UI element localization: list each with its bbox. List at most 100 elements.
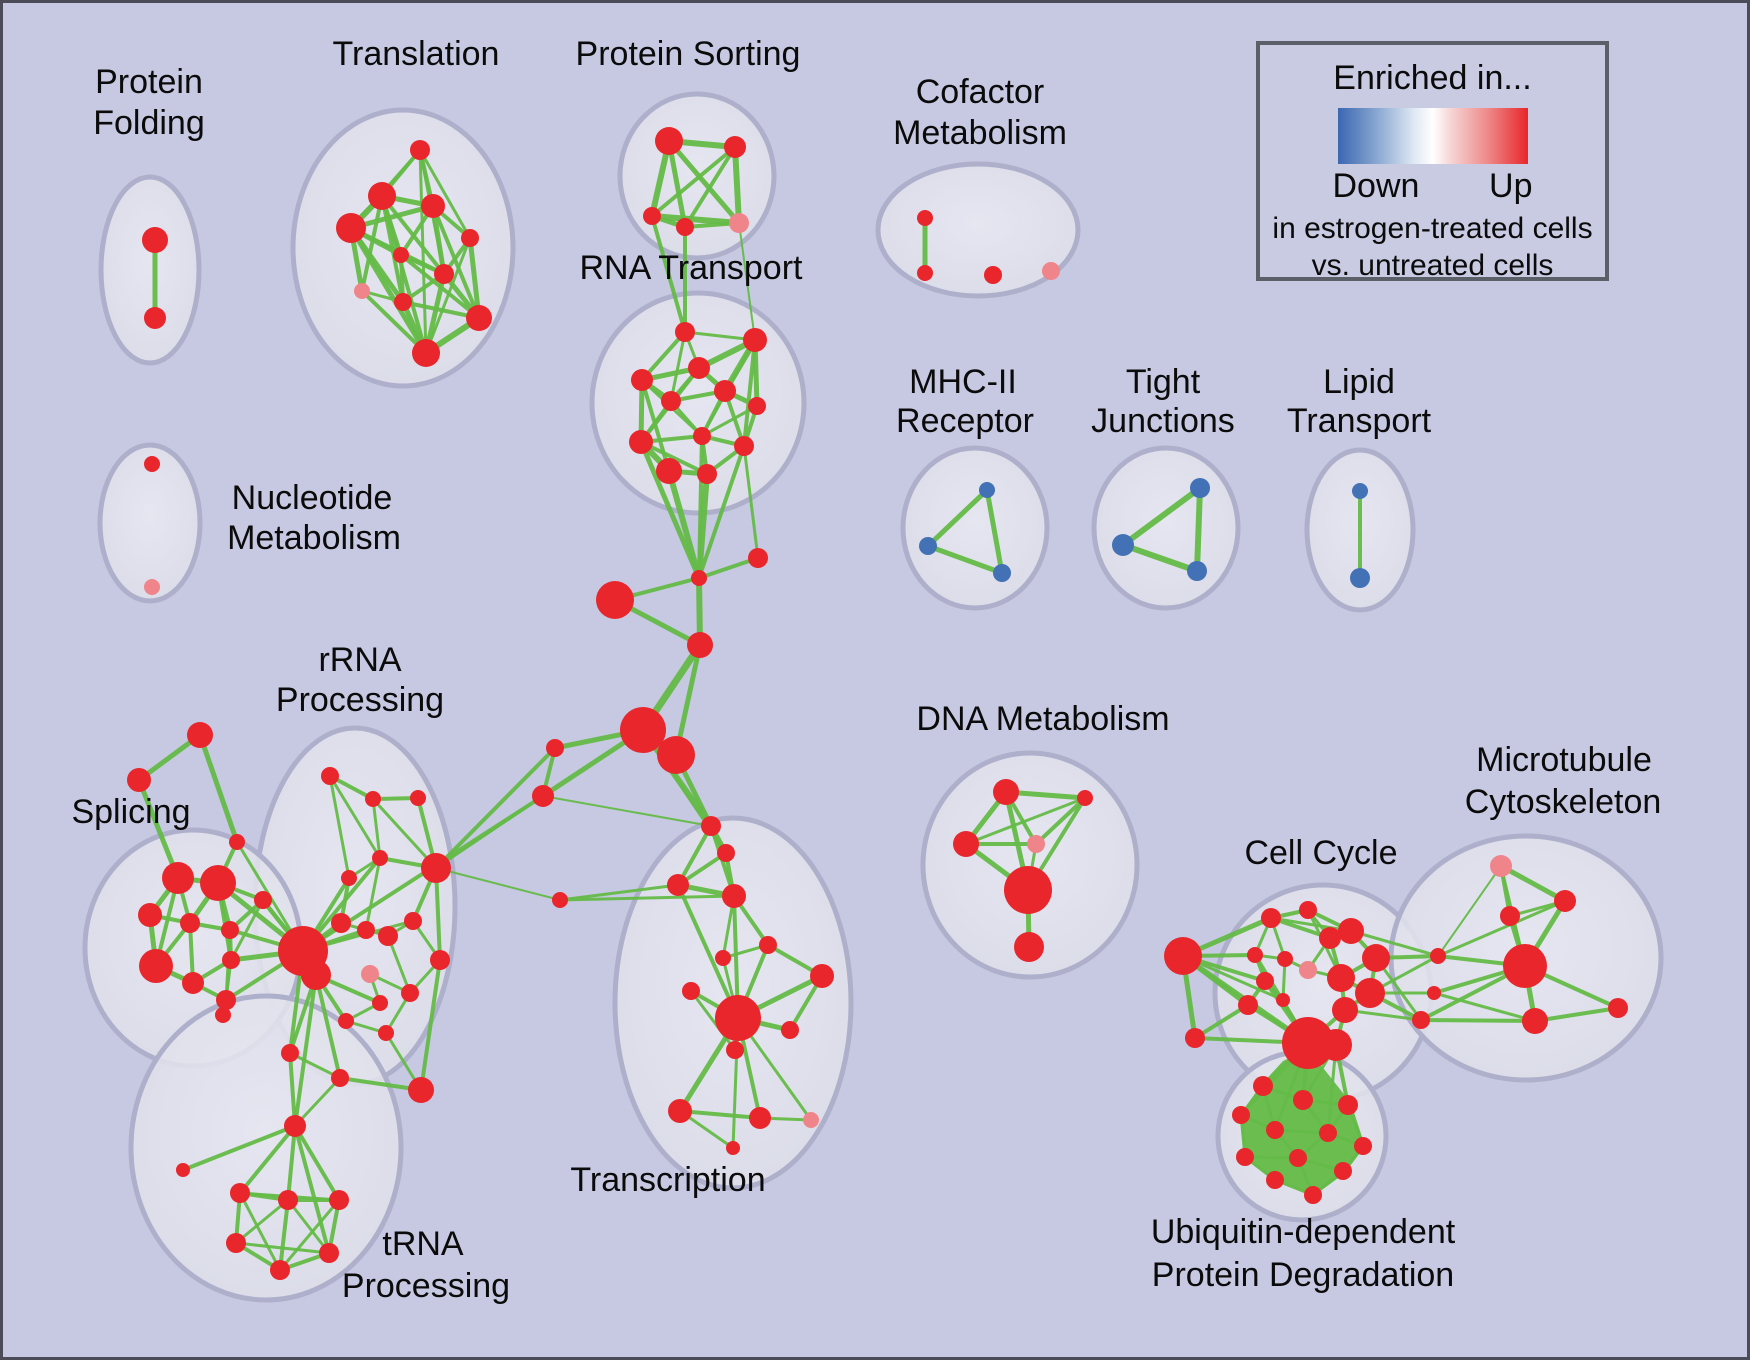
node-upregulated[interactable] bbox=[693, 427, 711, 445]
node-upregulated[interactable] bbox=[319, 1243, 339, 1263]
node-upregulated[interactable] bbox=[749, 1107, 771, 1129]
node-upregulated[interactable] bbox=[810, 964, 834, 988]
node-upregulated[interactable] bbox=[138, 903, 162, 927]
node-upregulated[interactable] bbox=[284, 1115, 306, 1137]
node-upregulated[interactable] bbox=[144, 307, 166, 329]
node-downregulated[interactable] bbox=[1112, 534, 1134, 556]
node-downregulated[interactable] bbox=[919, 537, 937, 555]
node-upregulated[interactable] bbox=[372, 850, 388, 866]
node-upregulated[interactable] bbox=[1164, 937, 1202, 975]
node-downregulated[interactable] bbox=[1187, 561, 1207, 581]
node-upregulated[interactable] bbox=[338, 1013, 354, 1029]
node-upregulated[interactable] bbox=[127, 768, 151, 792]
node-upregulated[interactable] bbox=[372, 995, 388, 1011]
node-upregulated[interactable] bbox=[139, 949, 173, 983]
node-upregulated[interactable] bbox=[620, 707, 666, 753]
node-upregulated[interactable] bbox=[656, 458, 682, 484]
node-upregulated[interactable] bbox=[466, 305, 492, 331]
node-upregulated[interactable] bbox=[1282, 1017, 1334, 1069]
node-upregulated[interactable] bbox=[393, 247, 409, 263]
node-upregulated[interactable] bbox=[1608, 998, 1628, 1018]
node-upregulated[interactable] bbox=[182, 972, 204, 994]
node-upregulated[interactable] bbox=[631, 369, 653, 391]
node-upregulated[interactable] bbox=[1293, 1090, 1313, 1110]
node-upregulated[interactable] bbox=[378, 1025, 394, 1041]
node-upregulated[interactable] bbox=[365, 791, 381, 807]
node-upregulated[interactable] bbox=[734, 436, 754, 456]
node-upregulated[interactable] bbox=[714, 380, 736, 402]
node-upregulated[interactable] bbox=[1304, 1186, 1322, 1204]
node-upregulated[interactable] bbox=[667, 874, 689, 896]
node-upregulated[interactable] bbox=[281, 1044, 299, 1062]
node-slightly-upregulated[interactable] bbox=[361, 965, 379, 983]
node-upregulated[interactable] bbox=[162, 862, 194, 894]
node-upregulated[interactable] bbox=[1354, 1137, 1372, 1155]
node-upregulated[interactable] bbox=[255, 893, 271, 909]
node-upregulated[interactable] bbox=[421, 194, 445, 218]
node-upregulated[interactable] bbox=[408, 1077, 434, 1103]
node-upregulated[interactable] bbox=[748, 397, 766, 415]
node-upregulated[interactable] bbox=[1500, 906, 1520, 926]
node-upregulated[interactable] bbox=[668, 1099, 692, 1123]
node-upregulated[interactable] bbox=[1522, 1008, 1548, 1034]
node-upregulated[interactable] bbox=[215, 1007, 231, 1023]
node-upregulated[interactable] bbox=[142, 227, 168, 253]
node-slightly-upregulated[interactable] bbox=[729, 213, 749, 233]
node-upregulated[interactable] bbox=[404, 912, 422, 930]
node-upregulated[interactable] bbox=[221, 921, 239, 939]
node-upregulated[interactable] bbox=[368, 182, 396, 210]
node-upregulated[interactable] bbox=[1332, 997, 1358, 1023]
node-upregulated[interactable] bbox=[643, 207, 661, 225]
node-upregulated[interactable] bbox=[222, 951, 240, 969]
node-upregulated[interactable] bbox=[748, 548, 768, 568]
node-upregulated[interactable] bbox=[1266, 1171, 1284, 1189]
node-upregulated[interactable] bbox=[1256, 972, 1274, 990]
node-slightly-upregulated[interactable] bbox=[354, 283, 370, 299]
node-upregulated[interactable] bbox=[1554, 890, 1576, 912]
node-upregulated[interactable] bbox=[410, 790, 426, 806]
node-upregulated[interactable] bbox=[331, 913, 351, 933]
node-upregulated[interactable] bbox=[596, 581, 634, 619]
node-upregulated[interactable] bbox=[1077, 790, 1093, 806]
node-upregulated[interactable] bbox=[532, 785, 554, 807]
node-upregulated[interactable] bbox=[1247, 947, 1263, 963]
node-upregulated[interactable] bbox=[1338, 1095, 1358, 1115]
node-slightly-upregulated[interactable] bbox=[1027, 835, 1045, 853]
node-upregulated[interactable] bbox=[715, 995, 761, 1041]
node-upregulated[interactable] bbox=[229, 834, 245, 850]
node-upregulated[interactable] bbox=[993, 779, 1019, 805]
node-upregulated[interactable] bbox=[743, 328, 767, 352]
node-upregulated[interactable] bbox=[394, 293, 412, 311]
node-upregulated[interactable] bbox=[461, 229, 479, 247]
node-upregulated[interactable] bbox=[1289, 1149, 1307, 1167]
node-upregulated[interactable] bbox=[1327, 964, 1355, 992]
node-upregulated[interactable] bbox=[691, 570, 707, 586]
node-upregulated[interactable] bbox=[1412, 1011, 1430, 1029]
node-upregulated[interactable] bbox=[917, 265, 933, 281]
node-upregulated[interactable] bbox=[717, 844, 735, 862]
node-upregulated[interactable] bbox=[357, 921, 375, 939]
node-upregulated[interactable] bbox=[722, 884, 746, 908]
node-upregulated[interactable] bbox=[781, 1021, 799, 1039]
node-upregulated[interactable] bbox=[759, 936, 777, 954]
node-upregulated[interactable] bbox=[430, 950, 450, 970]
node-upregulated[interactable] bbox=[1266, 1121, 1284, 1139]
node-upregulated[interactable] bbox=[1261, 908, 1281, 928]
node-upregulated[interactable] bbox=[200, 865, 236, 901]
node-upregulated[interactable] bbox=[657, 736, 695, 774]
node-upregulated[interactable] bbox=[629, 430, 653, 454]
node-upregulated[interactable] bbox=[1236, 1148, 1254, 1166]
node-upregulated[interactable] bbox=[216, 990, 236, 1010]
node-upregulated[interactable] bbox=[724, 136, 746, 158]
node-upregulated[interactable] bbox=[552, 892, 568, 908]
node-upregulated[interactable] bbox=[1334, 1162, 1352, 1180]
node-upregulated[interactable] bbox=[412, 339, 440, 367]
node-upregulated[interactable] bbox=[410, 140, 430, 160]
node-upregulated[interactable] bbox=[1430, 948, 1446, 964]
node-upregulated[interactable] bbox=[984, 266, 1002, 284]
node-upregulated[interactable] bbox=[278, 1190, 298, 1210]
node-upregulated[interactable] bbox=[336, 213, 366, 243]
node-upregulated[interactable] bbox=[1232, 1106, 1250, 1124]
node-upregulated[interactable] bbox=[1362, 944, 1390, 972]
node-upregulated[interactable] bbox=[1338, 918, 1364, 944]
